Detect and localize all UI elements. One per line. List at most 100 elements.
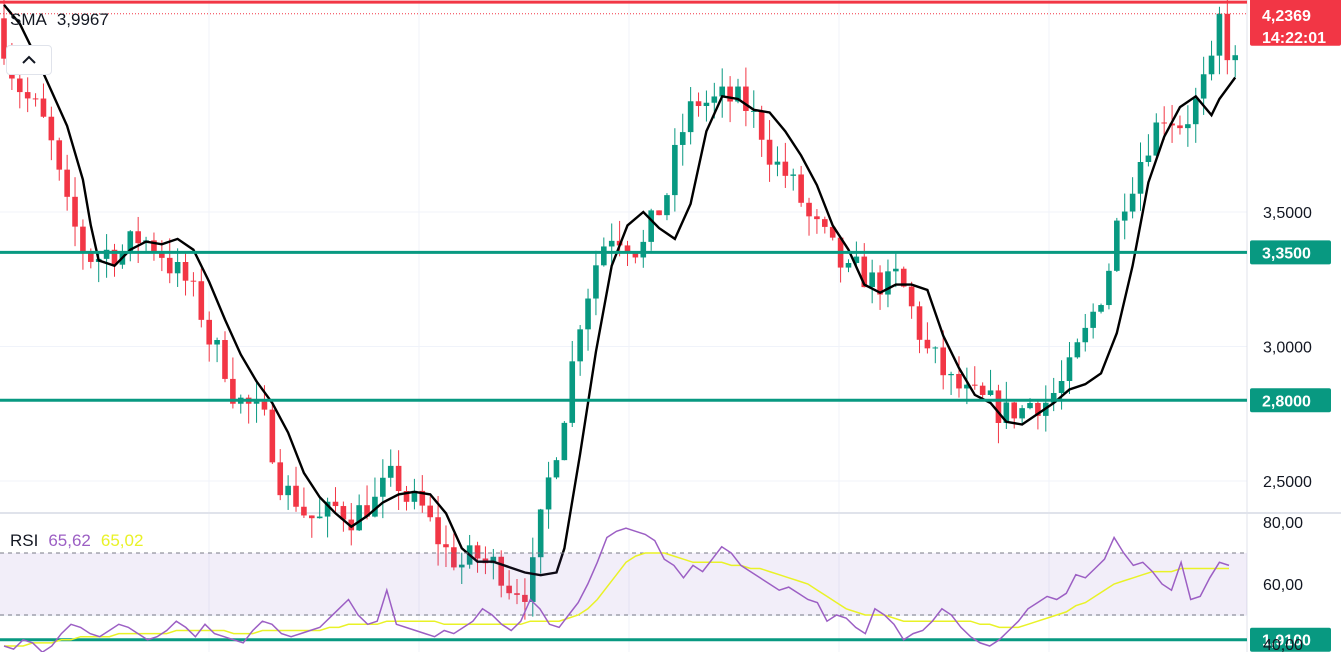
rsi-tick: 60,00	[1263, 577, 1303, 594]
candle-body	[672, 144, 678, 196]
candle-body	[348, 519, 355, 531]
candle-body	[151, 240, 157, 252]
sma-layer	[3, 4, 1237, 577]
candle-body	[1098, 305, 1104, 312]
candle-body	[88, 251, 94, 262]
rsi-ma-value: 65,02	[100, 531, 144, 550]
candle-body	[995, 390, 1002, 423]
candle-body	[166, 257, 173, 274]
candle-body	[1216, 13, 1223, 56]
candle-body	[1074, 342, 1081, 358]
candle-body	[932, 347, 939, 349]
candle-body	[845, 263, 852, 268]
candle-body	[1035, 403, 1041, 416]
candle-body	[900, 268, 907, 287]
candle-body	[174, 262, 181, 274]
candle-body	[32, 98, 39, 100]
candle-body	[916, 306, 923, 340]
candle-body	[474, 545, 481, 559]
candle-body	[135, 231, 141, 244]
candle-body	[695, 101, 702, 107]
candle-body	[427, 505, 433, 518]
candle-body	[624, 245, 631, 254]
rsi-ma-line	[4, 552, 1229, 647]
candle-body	[72, 196, 78, 227]
collapse-legend-button[interactable]	[6, 45, 52, 75]
candle-body	[1050, 392, 1057, 403]
candle-body	[1161, 122, 1167, 124]
candle-body	[80, 226, 86, 252]
candle-body	[1145, 155, 1152, 163]
support-tag	[1250, 627, 1331, 652]
candle-body	[395, 465, 402, 492]
chevron-up-icon	[22, 55, 36, 64]
candle-body	[324, 501, 331, 517]
candle-body	[608, 240, 615, 247]
price-axis[interactable]: 3,50003,00002,50005,36004,80004,28003,35…	[1250, 0, 1341, 652]
candle-body	[1066, 357, 1073, 382]
rsi-label: RSI	[10, 531, 39, 550]
rsi-band	[0, 553, 1247, 615]
candle-body	[545, 477, 552, 510]
sma-value: 3,9967	[56, 10, 109, 29]
candle-body	[601, 246, 607, 266]
candle-body	[403, 491, 410, 502]
candle-body	[1090, 311, 1096, 328]
candle-body	[1137, 162, 1144, 194]
candle-body	[908, 286, 915, 307]
candle-body	[640, 241, 647, 258]
candle-body	[182, 262, 189, 281]
rsi-legend[interactable]: RSI 65,62 65,02	[10, 531, 143, 551]
candle-body	[364, 505, 370, 517]
candle-body	[458, 564, 465, 568]
candle-body	[435, 517, 441, 545]
candle-body	[703, 102, 710, 107]
candle-body	[750, 110, 757, 112]
support-tag	[1250, 388, 1331, 413]
candle-body	[561, 422, 568, 461]
sma-label: SMA	[10, 10, 47, 29]
candle-body	[893, 268, 899, 272]
candle-body	[1224, 13, 1231, 61]
candle-body	[577, 329, 583, 362]
candle-body	[1192, 98, 1199, 125]
sma-line	[3, 4, 1237, 577]
price-tick: 3,5000	[1263, 205, 1312, 222]
candle-body	[553, 460, 560, 478]
candle-body	[40, 98, 47, 117]
candle-body	[774, 161, 781, 165]
candle-body	[1185, 124, 1191, 129]
candle-body	[790, 174, 797, 176]
candle-body	[1, 18, 7, 59]
candle-body	[16, 78, 23, 93]
candle-body	[656, 210, 662, 216]
candle-body	[1027, 403, 1033, 409]
sma-legend[interactable]: SMA 3,9967	[10, 10, 109, 30]
candle-body	[111, 249, 118, 265]
candle-body	[537, 509, 544, 558]
candle-body	[1114, 220, 1120, 271]
candle-body	[806, 202, 812, 217]
rsi-line	[3, 527, 1230, 652]
candle-body	[340, 506, 347, 520]
candle-body	[277, 462, 284, 496]
candle-body	[222, 340, 228, 379]
candle-body	[940, 347, 946, 376]
candle-body	[380, 477, 386, 497]
candle-body	[269, 409, 276, 463]
candle-body	[782, 161, 789, 176]
candle-body	[56, 140, 63, 170]
candle-body	[971, 384, 978, 386]
candle-body	[664, 195, 670, 216]
candle-body	[585, 298, 591, 330]
candle-body	[309, 515, 315, 519]
last-price-tag	[1250, 0, 1341, 46]
candle-body	[514, 593, 520, 595]
support-label: 2,8000	[1262, 393, 1311, 410]
candle-body	[198, 281, 205, 320]
price-tick: 3,0000	[1263, 340, 1312, 357]
candle-body	[735, 86, 741, 102]
candle-body	[593, 265, 599, 299]
